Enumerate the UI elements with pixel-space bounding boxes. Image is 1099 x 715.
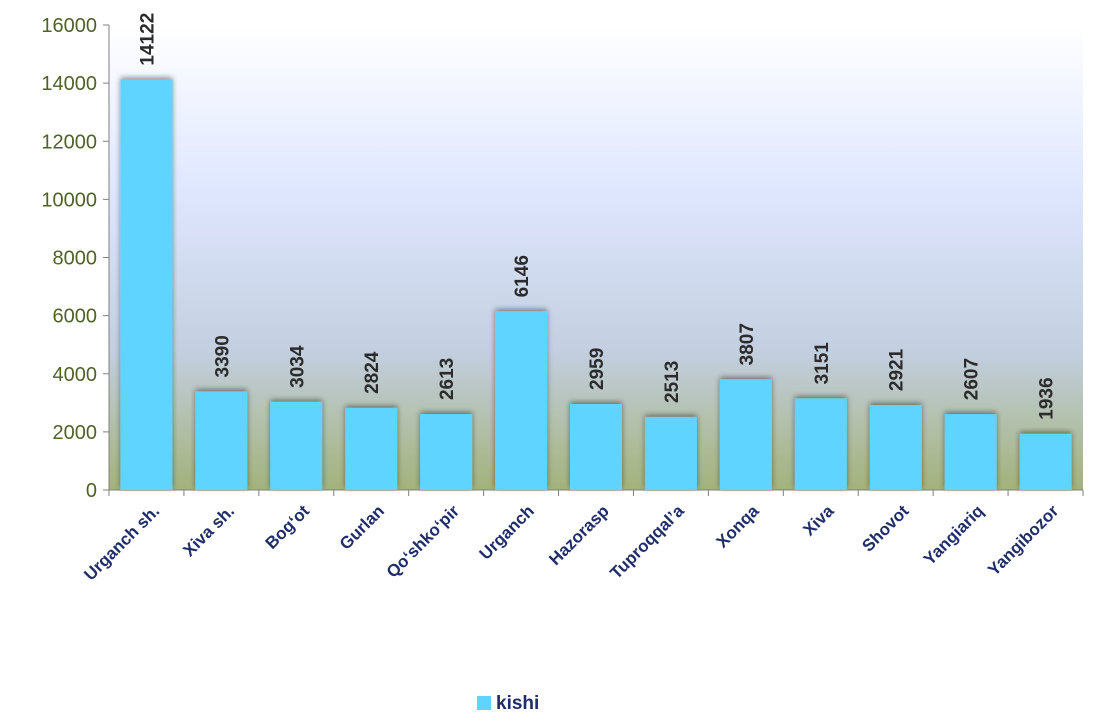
y-axis: 0 2000 4000 6000 8000 10000 12000 14000 16000	[41, 15, 110, 502]
x-tick-label: Yangiariq	[920, 501, 988, 569]
bar	[644, 416, 697, 490]
y-tick-label: 8000	[53, 248, 98, 270]
x-tick-label: Xonqa	[713, 501, 764, 552]
data-label: 2921	[887, 348, 908, 391]
legend-label: kishi	[496, 693, 539, 714]
legend: kishi	[477, 693, 539, 714]
y-tick-label: 12000	[41, 131, 97, 153]
y-tick-label: 14000	[41, 73, 97, 95]
x-tick-label: Urganch	[476, 501, 538, 563]
legend-swatch	[477, 696, 491, 710]
data-label: 2613	[437, 358, 458, 400]
x-tick-label: Hazorasp	[545, 501, 613, 569]
bar	[869, 405, 922, 490]
data-label: 3390	[212, 335, 233, 377]
x-tick-label: Yangibozor	[984, 501, 1062, 579]
bar	[719, 379, 772, 490]
data-label: 2513	[662, 361, 683, 403]
data-label: 1936	[1037, 377, 1058, 419]
y-tick-label: 6000	[53, 306, 98, 328]
bar	[270, 401, 323, 490]
data-label: 2824	[362, 351, 383, 394]
bar	[570, 404, 622, 490]
bar	[495, 311, 548, 490]
bar	[794, 398, 847, 490]
bar	[1019, 433, 1072, 490]
x-tick-label: Tuproqqal’a	[606, 501, 688, 583]
y-tick-label: 2000	[53, 422, 98, 444]
y-tick-label: 10000	[41, 189, 97, 211]
data-label: 6146	[512, 255, 533, 297]
bar	[944, 414, 997, 490]
data-labels: 14122 3390 3034 2824 2613 6146 2959 2513 3807 315…	[137, 13, 1057, 420]
x-tick-label: Xiva sh.	[179, 501, 238, 560]
x-tick-label: Gurlan	[336, 501, 388, 553]
x-tick-label: Shovot	[858, 501, 912, 555]
data-label: 3807	[737, 323, 758, 365]
data-label: 2959	[587, 348, 608, 390]
bar	[120, 79, 173, 490]
data-label: 14122	[137, 13, 158, 66]
x-axis: Urganch sh. Xiva sh. Bog‘ot GurlanQo‘shko‘p…	[80, 489, 1084, 584]
x-tick-label: Xiva	[799, 501, 838, 540]
bar	[420, 414, 473, 490]
data-label: 2607	[962, 358, 983, 400]
bar	[345, 407, 398, 490]
data-label: 3034	[287, 345, 308, 388]
x-tick-label: Bog‘ot	[262, 501, 314, 553]
y-tick-label: 0	[86, 480, 97, 502]
x-tick-label: Qo‘shko‘pir	[383, 501, 463, 581]
bar-series	[120, 79, 1072, 490]
data-label: 3151	[812, 342, 833, 385]
x-tick-label: Urganch sh.	[80, 501, 163, 584]
y-tick-label: 4000	[53, 364, 98, 386]
bar	[195, 391, 248, 490]
y-tick-label: 16000	[41, 15, 97, 37]
